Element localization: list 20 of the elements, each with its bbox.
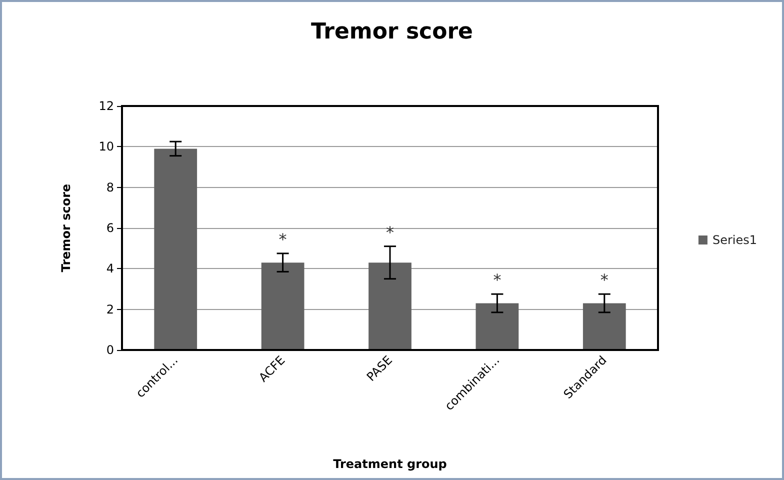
y-axis-title: Tremor score — [59, 184, 73, 272]
bar — [368, 262, 412, 350]
y-tick-label: 10 — [98, 140, 114, 154]
bar — [261, 262, 304, 350]
y-tick-label: 12 — [98, 99, 114, 113]
y-tick-label: 6 — [106, 221, 114, 235]
y-tick-label: 4 — [106, 262, 114, 276]
x-axis-title: Treatment group — [333, 457, 448, 471]
annotation: * — [600, 270, 608, 290]
y-tick-label: 8 — [106, 180, 114, 194]
y-tick-label: 2 — [106, 302, 114, 316]
bar — [582, 303, 626, 350]
y-tick-label: 0 — [106, 343, 114, 357]
annotation: * — [493, 270, 502, 290]
legend-label: Series1 — [712, 233, 758, 247]
bar — [476, 303, 519, 350]
chart-title: Tremor score — [311, 20, 473, 44]
annotation: * — [386, 222, 394, 242]
bar — [154, 148, 198, 350]
annotation: * — [278, 230, 287, 249]
